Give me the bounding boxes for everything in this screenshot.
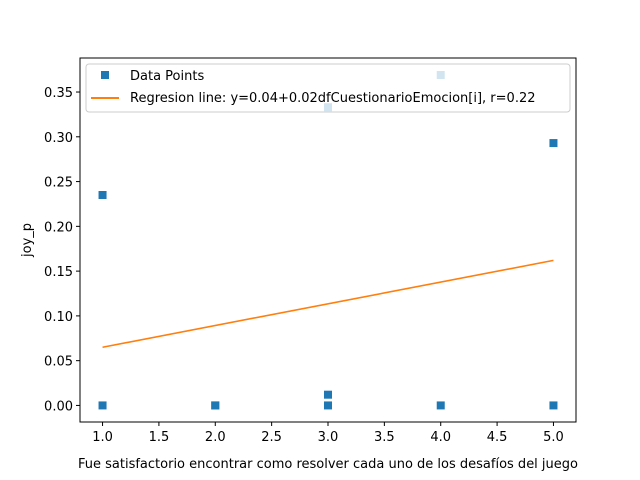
legend: Data Points Regresion line: y=0.04+0.02d… [85,63,571,113]
data-point [98,191,107,200]
x-tick-label: 2.0 [205,430,226,445]
data-point [436,401,445,410]
x-tick-label: 1.0 [92,430,113,445]
x-tick-label: 3.0 [318,430,339,445]
x-tick-label: 2.5 [261,430,282,445]
x-tick-label: 3.5 [374,430,395,445]
y-axis-ticks: 0.00 0.05 0.10 0.15 0.20 0.25 0.30 0.35 [44,86,80,414]
y-tick-label: 0.10 [44,310,73,325]
data-point [324,390,332,399]
data-point [98,401,107,410]
data-point [549,139,558,148]
x-tick-label: 5.0 [543,430,564,445]
x-tick-label: 4.0 [430,430,451,445]
plot-background [80,58,576,422]
y-tick-label: 0.05 [44,355,73,370]
legend-marker-data-points [101,71,109,79]
x-axis-ticks: 1.0 1.5 2.0 2.5 3.0 3.5 4.0 4.5 5.0 [92,422,564,445]
y-tick-label: 0.00 [44,399,73,414]
y-tick-label: 0.15 [44,265,73,280]
regression-layer [102,259,554,349]
y-tick-label: 0.20 [44,220,73,235]
y-tick-label: 0.30 [44,131,73,146]
x-tick-label: 4.5 [487,430,508,445]
regression-line [102,259,554,349]
y-axis-label: joy_p [20,223,35,258]
y-tick-label: 0.25 [44,176,73,191]
legend-box [85,63,571,113]
x-axis-label: Fue satisfactorio encontrar como resolve… [78,457,578,472]
data-point [324,401,332,410]
x-tick-label: 1.5 [149,430,170,445]
data-point [211,401,220,410]
data-point [549,401,558,410]
legend-label-regression-line: Regresion line: y=0.04+0.02dfCuestionari… [130,91,536,106]
legend-label-data-points: Data Points [130,69,204,84]
y-tick-label: 0.35 [44,86,73,101]
